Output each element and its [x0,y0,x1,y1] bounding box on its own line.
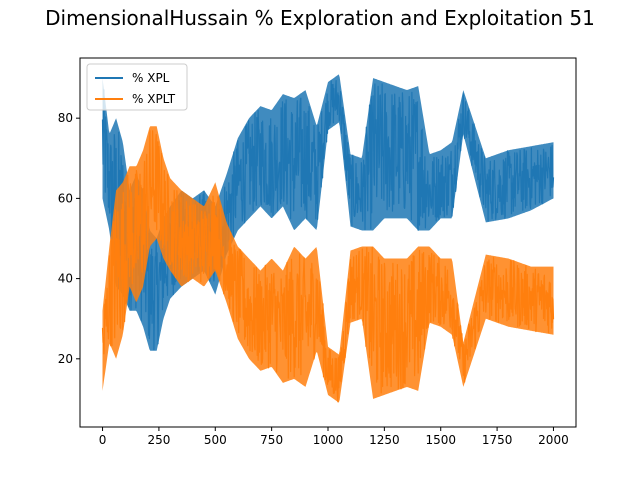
series-layer [101,74,555,403]
y-axis: 20 40 60 80 [58,111,80,366]
legend-label-2: % XPLT [132,92,176,106]
x-tick-label: 1250 [369,433,400,447]
x-tick-label: 1500 [425,433,456,447]
series-band-1 [102,74,554,351]
x-tick-label: 1750 [482,433,513,447]
y-tick-label: 60 [58,191,73,205]
series-line-2 [101,130,555,403]
y-tick-label: 80 [58,111,73,125]
x-tick-label: 750 [260,433,283,447]
legend: % XPL % XPLT [86,63,188,111]
x-tick-label: 0 [99,433,107,447]
series-band-2 [102,126,554,403]
legend-label-1: % XPL [132,71,170,85]
x-tick-label: 500 [204,433,227,447]
x-tick-label: 250 [147,433,170,447]
y-tick-label: 40 [58,272,73,286]
chart-title: DimensionalHussain % Exploration and Exp… [45,6,595,30]
y-tick-label: 20 [58,352,73,366]
x-tick-label: 1000 [313,433,344,447]
x-tick-label: 2000 [538,433,569,447]
x-axis: 0 250 500 750 1000 1250 1500 1750 2000 [99,427,569,447]
